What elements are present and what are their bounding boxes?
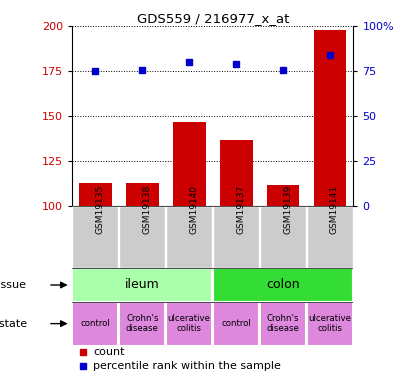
Text: Crohn's
disease: Crohn's disease	[126, 314, 159, 333]
Text: Crohn's
disease: Crohn's disease	[267, 314, 300, 333]
Bar	[213, 207, 259, 268]
Bar	[267, 185, 300, 207]
Bar	[213, 268, 353, 302]
Text: GSM19138: GSM19138	[142, 185, 151, 234]
Bar	[220, 140, 253, 207]
Bar	[72, 302, 118, 345]
Bar	[79, 183, 112, 207]
Text: GSM19137: GSM19137	[236, 185, 245, 234]
Text: disease state: disease state	[0, 319, 27, 328]
Text: GSM19141: GSM19141	[330, 185, 339, 234]
Bar	[307, 207, 353, 268]
Bar	[213, 302, 259, 345]
Bar	[307, 302, 353, 345]
Text: GSM19135: GSM19135	[95, 185, 104, 234]
Bar	[314, 30, 346, 207]
Bar	[72, 268, 212, 302]
Bar	[260, 207, 306, 268]
Text: ulcerative
colitis: ulcerative colitis	[309, 314, 351, 333]
Bar	[119, 207, 165, 268]
Text: percentile rank within the sample: percentile rank within the sample	[93, 361, 281, 371]
Text: control: control	[81, 319, 110, 328]
Bar	[119, 302, 165, 345]
Bar	[166, 302, 212, 345]
Bar	[173, 122, 206, 207]
Text: ulcerative
colitis: ulcerative colitis	[168, 314, 211, 333]
Bar	[166, 207, 212, 268]
Bar	[72, 207, 118, 268]
Text: GSM19140: GSM19140	[189, 185, 198, 234]
Text: colon: colon	[266, 279, 300, 291]
Text: tissue: tissue	[0, 280, 27, 290]
Text: GSM19139: GSM19139	[283, 185, 292, 234]
Text: count: count	[93, 347, 125, 357]
Text: control: control	[221, 319, 251, 328]
Bar	[126, 183, 159, 207]
Text: ileum: ileum	[125, 279, 160, 291]
Bar	[260, 302, 306, 345]
Title: GDS559 / 216977_x_at: GDS559 / 216977_x_at	[136, 12, 289, 25]
